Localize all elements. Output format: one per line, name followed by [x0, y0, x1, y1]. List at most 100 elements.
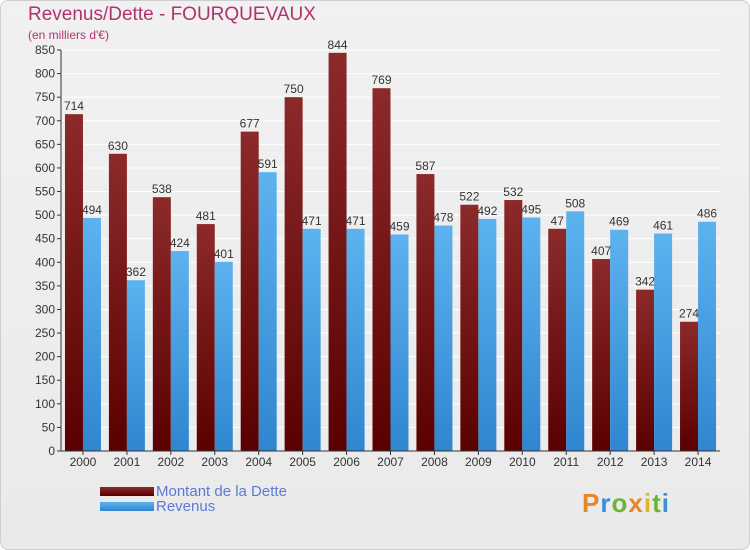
y-tick-label: 400 [35, 255, 55, 269]
bar-revenus [522, 217, 541, 451]
data-label: 522 [459, 190, 479, 204]
bar-revenus [258, 172, 277, 451]
logo-letter: t [652, 488, 662, 518]
data-label: 532 [503, 185, 523, 199]
chart-subtitle: (en milliers d'€) [28, 28, 109, 42]
bar-revenus [390, 234, 409, 451]
y-tick-label: 50 [42, 420, 56, 434]
x-tick-label: 2004 [245, 455, 272, 469]
axes [57, 49, 720, 455]
data-label: 407 [591, 244, 611, 258]
bar-dette [372, 88, 391, 451]
bar-revenus [214, 261, 233, 451]
x-tick-label: 2011 [553, 455, 579, 469]
data-label: 469 [609, 215, 629, 229]
y-tick-label: 550 [35, 185, 55, 199]
data-label: 478 [433, 210, 453, 224]
data-label: 424 [170, 236, 190, 250]
y-tick-label: 650 [35, 137, 55, 151]
legend-label-dette: Montant de la Dette [156, 483, 287, 500]
data-label: 494 [82, 203, 102, 217]
y-tick-label: 600 [35, 161, 55, 175]
bar-dette [196, 224, 215, 451]
x-tick-label: 2012 [597, 455, 624, 469]
y-tick-label: 200 [35, 350, 55, 364]
bar-revenus [434, 225, 453, 451]
data-label: 750 [284, 82, 304, 96]
data-label: 401 [214, 247, 234, 261]
bars [64, 52, 717, 452]
data-label: 461 [653, 219, 673, 233]
logo-letter: r [600, 488, 612, 518]
y-tick-label: 500 [35, 208, 55, 222]
y-tick-label: 700 [35, 114, 55, 128]
data-label: 492 [477, 204, 497, 218]
bar-dette [416, 174, 435, 452]
y-tick-label: 800 [35, 67, 55, 81]
y-tick-label: 100 [35, 397, 55, 411]
y-tick-label: 300 [35, 302, 55, 316]
data-label: 714 [64, 99, 84, 113]
bar-dette [680, 321, 699, 451]
bar-dette [108, 153, 127, 451]
bar-dette [548, 228, 567, 451]
legend-swatch-revenus [100, 502, 154, 511]
data-label: 495 [521, 202, 541, 216]
labels: 0 50 100 150 200 250 300 350 400 450 500 550 600 650 7… [35, 38, 717, 469]
data-label: 587 [415, 159, 435, 173]
data-label: 342 [635, 275, 655, 289]
data-label: 538 [152, 182, 172, 196]
data-label: 844 [328, 38, 348, 52]
x-tick-label: 2002 [157, 455, 184, 469]
bar-revenus [654, 233, 673, 451]
logo-letter: x [628, 488, 644, 518]
bar-dette [592, 258, 611, 451]
bar-dette [504, 200, 523, 451]
bar-revenus [610, 229, 629, 451]
y-tick-label: 350 [35, 279, 55, 293]
bar-revenus [170, 250, 189, 451]
bar-dette [64, 114, 83, 451]
x-tick-label: 2009 [465, 455, 492, 469]
y-tick-label: 450 [35, 232, 55, 246]
logo-letter: i [643, 488, 653, 518]
bar-dette [460, 204, 479, 451]
logo-letter: P [582, 488, 601, 518]
bar-dette [328, 52, 347, 451]
y-tick-label: 150 [35, 373, 55, 387]
y-tick-label: 250 [35, 326, 55, 340]
data-label: 471 [346, 214, 366, 228]
bar-revenus [346, 228, 365, 451]
legend-item-dette: Montant de la Dette [100, 483, 287, 500]
x-tick-label: 2007 [377, 455, 404, 469]
data-label: 274 [679, 307, 699, 321]
data-label: 481 [196, 209, 216, 223]
x-tick-label: 2003 [201, 455, 228, 469]
bar-revenus [82, 217, 101, 451]
bar-revenus [566, 211, 585, 451]
y-tick-label: 850 [35, 43, 55, 57]
data-label: 471 [302, 214, 322, 228]
bar-dette [284, 97, 303, 452]
data-label: 591 [258, 157, 278, 171]
chart-title: Revenus/Dette - FOURQUEVAUX [28, 4, 316, 25]
x-tick-label: 2006 [333, 455, 360, 469]
data-label: 486 [697, 207, 717, 221]
y-tick-label: 0 [48, 444, 55, 458]
logo-letter: i [661, 488, 670, 518]
proxiti-logo: Proxiti [582, 488, 670, 519]
bar-revenus [126, 280, 145, 451]
x-tick-label: 2000 [70, 455, 97, 469]
data-label: 459 [389, 219, 409, 233]
y-tick-label: 750 [35, 90, 55, 104]
x-tick-label: 2013 [641, 455, 668, 469]
data-label: 362 [126, 265, 146, 279]
data-label: 47 [551, 214, 565, 228]
legend-swatch-dette [100, 487, 154, 496]
bar-revenus [302, 228, 321, 451]
legend-item-revenus: Revenus [100, 498, 287, 515]
x-tick-label: 2001 [114, 455, 141, 469]
data-label: 769 [371, 73, 391, 87]
data-label: 677 [240, 117, 260, 131]
